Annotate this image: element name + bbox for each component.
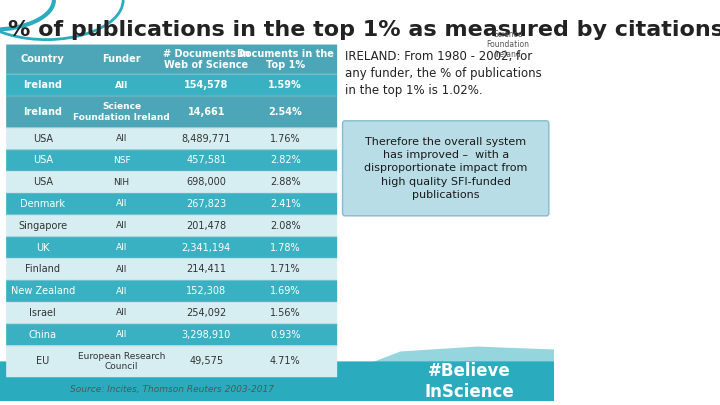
Text: NSF: NSF <box>113 156 130 165</box>
Text: Therefore the overall system
has improved –  with a
disproportionate impact from: Therefore the overall system has improve… <box>364 137 527 200</box>
FancyBboxPatch shape <box>6 96 337 128</box>
Text: 1.78%: 1.78% <box>270 243 300 253</box>
FancyBboxPatch shape <box>6 74 337 96</box>
FancyBboxPatch shape <box>6 237 337 258</box>
Text: All: All <box>116 265 127 274</box>
Text: All: All <box>116 330 127 339</box>
Text: Science
Foundation
Ireland: Science Foundation Ireland <box>487 30 530 60</box>
FancyBboxPatch shape <box>6 324 337 345</box>
Text: 1.59%: 1.59% <box>269 80 302 90</box>
Text: All: All <box>116 200 127 209</box>
Text: Finland: Finland <box>25 264 60 274</box>
Text: 2.54%: 2.54% <box>269 107 302 117</box>
Text: European Research
Council: European Research Council <box>78 352 166 371</box>
FancyBboxPatch shape <box>6 128 337 149</box>
Text: UK: UK <box>36 243 50 253</box>
Text: 1.56%: 1.56% <box>270 308 300 318</box>
Text: 8,489,771: 8,489,771 <box>181 134 231 144</box>
Text: Ireland: Ireland <box>23 107 62 117</box>
Text: Science
Foundation Ireland: Science Foundation Ireland <box>73 102 170 122</box>
Text: All: All <box>116 243 127 252</box>
Text: % of publications in the top 1% as measured by citations: % of publications in the top 1% as measu… <box>8 20 720 40</box>
Text: 2.08%: 2.08% <box>270 221 300 231</box>
FancyBboxPatch shape <box>6 193 337 215</box>
Text: All: All <box>116 287 127 296</box>
FancyBboxPatch shape <box>6 171 337 193</box>
Text: 1.71%: 1.71% <box>270 264 300 274</box>
Text: Israel: Israel <box>30 308 56 318</box>
FancyBboxPatch shape <box>6 302 337 324</box>
Text: 2.88%: 2.88% <box>270 177 300 187</box>
Text: 1.76%: 1.76% <box>270 134 300 144</box>
Text: Singapore: Singapore <box>18 221 67 231</box>
Text: All: All <box>116 134 127 143</box>
Text: All: All <box>116 308 127 318</box>
Text: # Documents in
Web of Science: # Documents in Web of Science <box>163 49 250 70</box>
Text: 14,661: 14,661 <box>187 107 225 117</box>
Text: 1.69%: 1.69% <box>270 286 300 296</box>
Text: All: All <box>116 221 127 230</box>
Text: 4.71%: 4.71% <box>270 356 300 367</box>
FancyBboxPatch shape <box>6 45 337 74</box>
FancyBboxPatch shape <box>6 345 337 377</box>
Text: Ireland: Ireland <box>23 80 62 90</box>
Text: Funder: Funder <box>102 54 141 64</box>
Text: 214,411: 214,411 <box>186 264 226 274</box>
Text: China: China <box>29 330 57 340</box>
Text: 254,092: 254,092 <box>186 308 226 318</box>
Text: #Believe
InScience: #Believe InScience <box>425 362 515 401</box>
FancyBboxPatch shape <box>6 215 337 237</box>
FancyBboxPatch shape <box>343 121 549 216</box>
Polygon shape <box>369 347 554 401</box>
Text: USA: USA <box>32 134 53 144</box>
Text: 457,581: 457,581 <box>186 156 226 165</box>
Text: 154,578: 154,578 <box>184 80 228 90</box>
Text: 2.82%: 2.82% <box>270 156 300 165</box>
Text: USA: USA <box>32 177 53 187</box>
Text: 201,478: 201,478 <box>186 221 226 231</box>
Text: 698,000: 698,000 <box>186 177 226 187</box>
Text: EU: EU <box>36 356 50 367</box>
Text: 267,823: 267,823 <box>186 199 226 209</box>
Text: USA: USA <box>32 156 53 165</box>
Text: Documents in the
Top 1%: Documents in the Top 1% <box>237 49 333 70</box>
FancyBboxPatch shape <box>6 280 337 302</box>
Text: 3,298,910: 3,298,910 <box>181 330 231 340</box>
FancyBboxPatch shape <box>0 361 554 401</box>
Text: Source: Incites, Thomson Reuters 2003-2017: Source: Incites, Thomson Reuters 2003-20… <box>70 385 274 394</box>
Text: Denmark: Denmark <box>20 199 66 209</box>
Text: NIH: NIH <box>114 178 130 187</box>
Text: 49,575: 49,575 <box>189 356 223 367</box>
Text: IRELAND: From 1980 - 2002, for
any funder, the % of publications
in the top 1% i: IRELAND: From 1980 - 2002, for any funde… <box>345 49 541 96</box>
FancyBboxPatch shape <box>6 258 337 280</box>
Text: 152,308: 152,308 <box>186 286 226 296</box>
Text: 0.93%: 0.93% <box>270 330 300 340</box>
Text: All: All <box>115 81 128 90</box>
FancyBboxPatch shape <box>6 149 337 171</box>
Text: Country: Country <box>21 54 65 64</box>
Text: New Zealand: New Zealand <box>11 286 75 296</box>
Text: 2.41%: 2.41% <box>270 199 300 209</box>
Text: 2,341,194: 2,341,194 <box>181 243 231 253</box>
